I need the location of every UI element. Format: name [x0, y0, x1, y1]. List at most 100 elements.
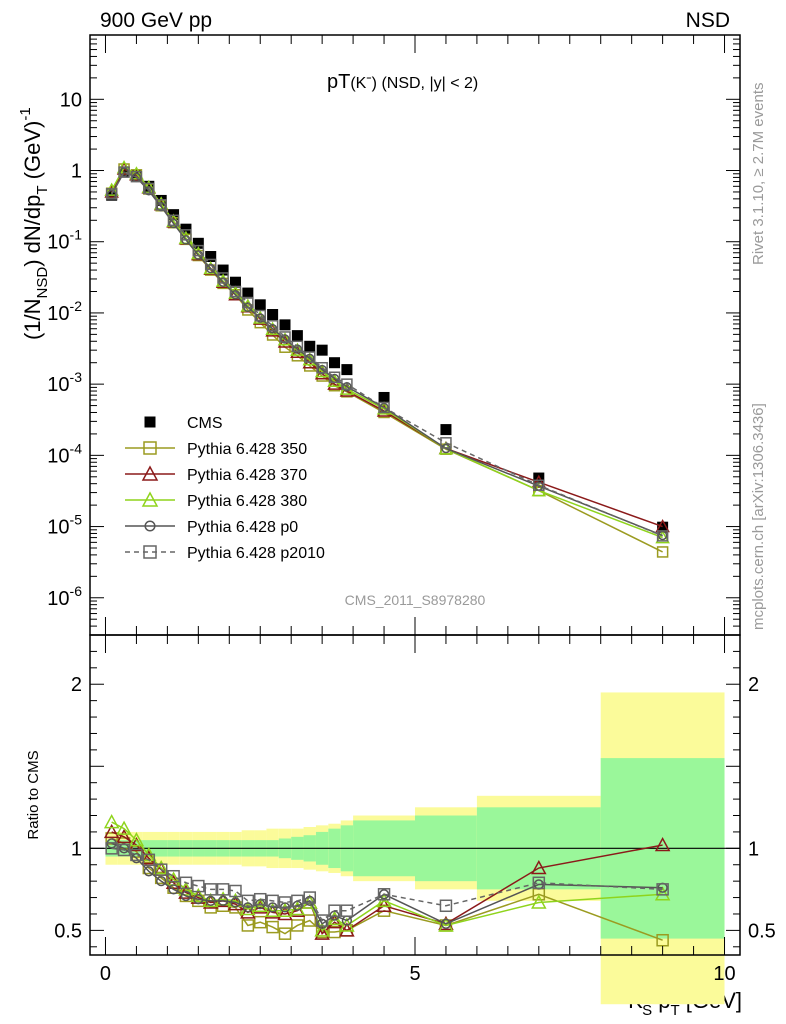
header-right: NSD — [686, 9, 730, 32]
ratio-xtick-label: 5 — [409, 963, 420, 985]
main-point — [105, 188, 118, 200]
ratio-point — [438, 915, 454, 931]
main-point — [168, 218, 179, 229]
main-point — [279, 331, 291, 343]
main-ytick-label: 10-6 — [47, 583, 82, 610]
legend-item-1: Pythia 6.428 350 — [125, 441, 307, 458]
ratio-xtick-label: 10 — [713, 963, 735, 985]
main-series-3 — [104, 160, 670, 544]
ratio-point — [116, 820, 132, 835]
legend-item-4: Pythia 6.428 p0 — [125, 519, 298, 536]
ratio-point — [128, 832, 145, 847]
main-series-5 — [105, 166, 669, 542]
main-point — [155, 199, 167, 211]
main-point — [156, 201, 166, 212]
main-plot-area — [104, 160, 670, 558]
ratio-point — [180, 890, 192, 902]
main-point — [304, 340, 316, 352]
ratio-point — [192, 879, 205, 893]
main-point — [656, 546, 669, 558]
main-point — [656, 530, 669, 542]
ratio-point — [179, 876, 193, 890]
legend-item-5: Pythia 6.428 p2010 — [125, 545, 325, 562]
main-point — [342, 381, 352, 392]
ratio-point — [103, 823, 120, 839]
ratio-point — [291, 894, 304, 908]
ratio-xtick-label: 0 — [100, 963, 111, 985]
main-point — [130, 170, 143, 183]
ratio-point — [240, 900, 256, 916]
ratio-point — [339, 922, 355, 937]
ratio-point — [116, 828, 132, 844]
legend-item-0: CMS — [144, 415, 223, 432]
ratio-point — [103, 814, 120, 829]
main-point — [180, 229, 192, 241]
main-ytick-label: 10-2 — [47, 298, 82, 325]
legend-label: Pythia 6.428 350 — [187, 441, 307, 458]
ratio-ytick-label: 2 — [71, 674, 82, 696]
ratio-point — [303, 914, 317, 927]
legend-item-2: Pythia 6.428 370 — [125, 465, 307, 484]
main-point — [329, 357, 341, 369]
legend-marker — [144, 520, 156, 532]
main-point — [378, 401, 390, 414]
ratio-point — [117, 843, 131, 857]
ratio-point — [304, 895, 315, 906]
ratio-point — [131, 853, 142, 864]
ratio-point — [142, 861, 156, 875]
main-point — [204, 258, 217, 271]
ratio-point — [328, 904, 341, 917]
ratio-point — [378, 889, 390, 900]
ratio-point — [438, 917, 454, 932]
main-point — [144, 185, 154, 196]
ratio-point — [156, 876, 167, 887]
axes: 10 1 10-1 10-2 10-3 10-4 10-5 10-6 0 5 10 0.5 0.5 1 1 2… — [47, 34, 776, 985]
main-point — [229, 285, 242, 298]
ratio-ytick-label-right: 0.5 — [748, 920, 776, 942]
main-point — [143, 182, 155, 195]
legend-marker — [141, 465, 159, 481]
ratio-point — [154, 871, 168, 885]
ratio-point — [130, 848, 143, 862]
main-point — [119, 167, 129, 177]
ratio-point — [142, 853, 156, 867]
main-point — [228, 287, 243, 301]
main-point — [378, 391, 390, 403]
main-point — [203, 260, 218, 275]
ratio-point — [154, 863, 168, 876]
main-point — [531, 474, 547, 488]
main-ytick-label: 10 — [60, 89, 82, 111]
chart-title-paren: (Kˉ) — [350, 75, 377, 92]
analysis-tag: CMS_2011_S8978280 — [345, 592, 486, 608]
ratio-point — [105, 842, 118, 855]
ratio-ytick-label: 0.5 — [54, 920, 82, 942]
legend-marker — [143, 545, 157, 559]
legend-marker — [144, 416, 156, 428]
main-point — [304, 351, 316, 363]
chart-title: pT(Kˉ) (NSD, |y| < 2) — [327, 71, 478, 93]
ratio-series-4 — [105, 842, 669, 927]
legend-marker — [143, 441, 157, 455]
ratio-point — [315, 914, 329, 927]
ratio-point — [377, 888, 391, 901]
main-ylabel: (1/NNSD) dN/dpT (GeV)-1 — [17, 107, 51, 340]
ratio-point — [216, 883, 230, 896]
ratio-point — [143, 866, 154, 877]
ratio-point — [267, 902, 278, 913]
ratio-point — [531, 894, 547, 909]
ratio-point — [241, 919, 255, 932]
ratio-point — [193, 894, 204, 905]
main-point — [379, 402, 389, 413]
ratio-point — [303, 891, 317, 904]
ratio-point — [264, 904, 281, 919]
chart-title-rest: (NSD, |y| < 2) — [377, 75, 478, 92]
ratio-point — [205, 895, 216, 906]
side-label-upper: Rivet 3.1.10, ≥ 2.7M events — [750, 83, 767, 266]
ratio-point — [532, 876, 546, 890]
main-point — [316, 361, 328, 374]
main-ytick-label: 1 — [71, 161, 82, 183]
legend-label: Pythia 6.428 370 — [187, 467, 307, 484]
main-point — [229, 276, 241, 288]
header-left: 900 GeV pp — [100, 9, 212, 32]
